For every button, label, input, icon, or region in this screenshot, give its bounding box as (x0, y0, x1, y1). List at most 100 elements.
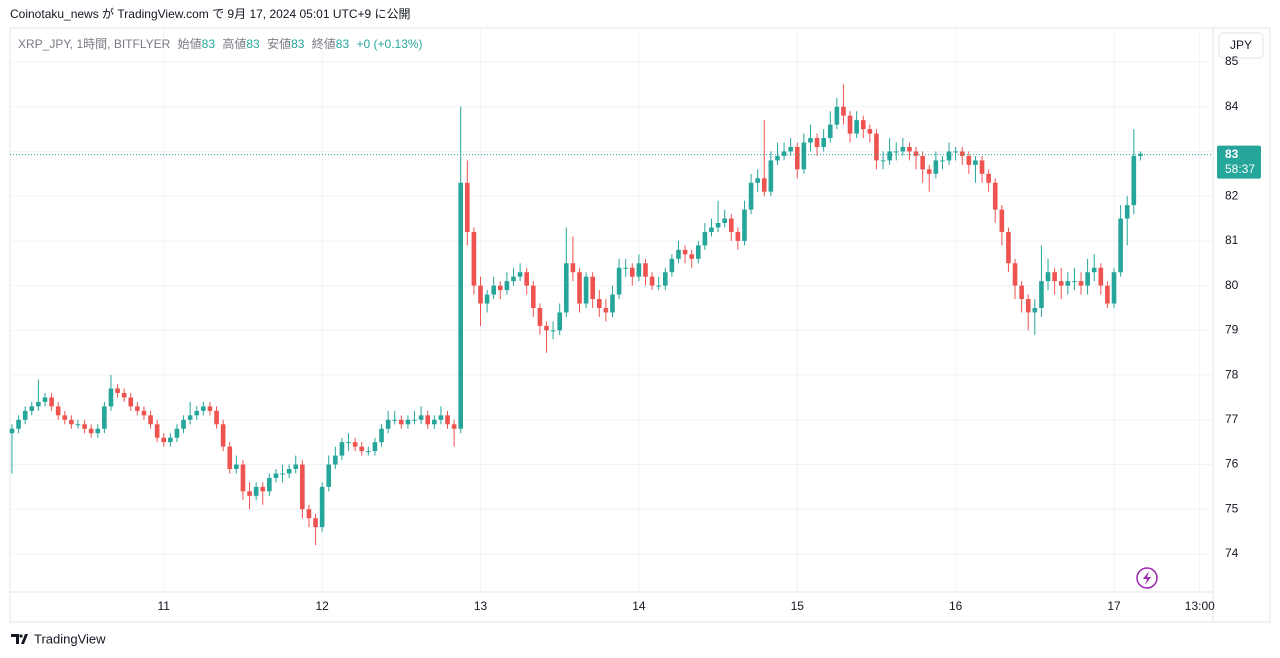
candle-body (794, 146, 800, 170)
candle-body (1052, 272, 1057, 282)
chart-frame (9, 27, 1271, 623)
countdown-label: 58:37 (1225, 162, 1255, 176)
candle-body (596, 299, 602, 308)
candle-body (867, 129, 873, 134)
x-tick-label: 13:00 (1185, 599, 1215, 613)
candle-body (563, 263, 569, 313)
currency-button[interactable] (1218, 32, 1264, 59)
candle-body (1124, 205, 1130, 219)
candle-body (451, 424, 457, 429)
candle-body (273, 473, 279, 478)
candle-body (702, 231, 708, 246)
y-tick-label: 82 (1225, 188, 1239, 202)
candle-body (1032, 307, 1038, 313)
candle-body (748, 182, 754, 210)
x-tick-label: 15 (791, 599, 805, 613)
y-tick-label: 85 (1225, 54, 1239, 68)
candle-body (999, 209, 1005, 232)
candle-body (300, 464, 305, 510)
candle-body (722, 218, 727, 224)
candle-body (102, 406, 107, 429)
candle-body (366, 451, 371, 453)
legend-open: 83 (202, 37, 216, 51)
candle-body (445, 415, 450, 425)
candle-body (610, 294, 615, 313)
candle-body (834, 106, 840, 125)
candle-body (728, 218, 734, 232)
y-tick-label: 77 (1225, 412, 1239, 426)
candle-body (887, 151, 892, 161)
candle-body (1138, 153, 1143, 156)
candle-body (42, 397, 48, 402)
candle-body (405, 419, 411, 425)
legend-close: 83 (336, 37, 350, 51)
candle-body (827, 124, 833, 139)
candle-body (392, 419, 398, 421)
candle-body (333, 455, 338, 465)
candle-body (148, 415, 153, 425)
candle-body (517, 272, 523, 277)
candle-body (1131, 155, 1137, 206)
candle-body (187, 415, 193, 420)
candle-body (88, 428, 94, 434)
candle-body (36, 401, 41, 407)
currency-label[interactable]: JPY (1230, 38, 1252, 52)
candle-body (715, 223, 721, 228)
candle-body (141, 410, 147, 416)
candle-body (471, 231, 477, 286)
candle-body (682, 249, 688, 255)
candle-body (544, 325, 549, 331)
y-tick-label: 80 (1225, 278, 1239, 292)
candle-body (913, 151, 919, 156)
candle-body (953, 151, 958, 153)
candle-body (959, 151, 965, 156)
candle-body (676, 249, 681, 259)
candle-body (583, 276, 589, 304)
legend-low: 83 (291, 37, 305, 51)
candle-body (530, 285, 536, 308)
candle-body (1078, 281, 1084, 286)
candle-body (286, 469, 292, 474)
candle-body (893, 151, 899, 153)
candle-body (432, 419, 437, 425)
candle-body (385, 419, 391, 429)
candle-body (781, 151, 787, 156)
candle-body (695, 245, 701, 259)
legend-open-label: 始値 (178, 36, 202, 51)
candle-body (1105, 285, 1110, 304)
last-price-tag (1217, 145, 1261, 179)
candle-body (1025, 299, 1031, 313)
legend-change: +0 (+0.13%) (357, 37, 423, 51)
candle-body (168, 437, 173, 443)
candle-body (497, 285, 503, 291)
candle-body (643, 263, 648, 277)
candle-body (537, 307, 543, 326)
candle-body (992, 182, 998, 210)
candle-body (1111, 272, 1117, 304)
candle-body (174, 428, 180, 438)
candle-body (801, 142, 807, 170)
candle-body (29, 406, 35, 411)
candle-body (1072, 281, 1077, 283)
candle-body (346, 442, 351, 444)
x-tick-label: 16 (949, 599, 963, 613)
candle-body (907, 146, 912, 152)
candle-body (649, 276, 655, 286)
lightning-icon[interactable] (1136, 567, 1158, 589)
candle-body (227, 446, 233, 470)
candle-body (478, 285, 483, 304)
candle-body (339, 442, 345, 456)
candle-body (201, 406, 206, 411)
candle-body (979, 160, 985, 174)
candle-body (946, 151, 952, 161)
legend-low-label: 安値 (267, 36, 291, 51)
candle-body (16, 419, 21, 429)
candle-body (1058, 281, 1064, 286)
candle-body (1065, 281, 1071, 286)
candle-body (22, 410, 28, 420)
candle-body (570, 263, 576, 273)
candle-body (808, 138, 813, 143)
legend-symbol: XRP_JPY, 1時間, BITFLYER (18, 37, 171, 51)
candle-body (775, 155, 780, 161)
candle-body (814, 138, 820, 147)
